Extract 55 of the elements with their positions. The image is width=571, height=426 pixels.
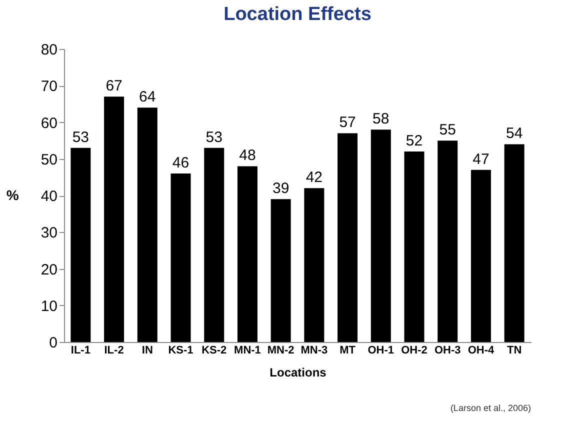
text: (Larson et al., 2006) (450, 403, 531, 413)
x-tick-label: OH-3 (434, 344, 461, 356)
y-tick-label: 40 (40, 188, 58, 205)
data-label: 53 (206, 128, 222, 146)
data-label: 39 (272, 180, 290, 198)
x-tick-label: TN (506, 344, 522, 356)
bar (504, 144, 524, 342)
y-tick-label: 70 (40, 78, 58, 96)
data-label: 57 (339, 114, 356, 132)
bar (338, 133, 358, 342)
y-tick-label: 50 (40, 151, 58, 168)
x-tick-label: OH-2 (401, 344, 428, 356)
bar (370, 130, 391, 342)
data-label: 46 (172, 154, 190, 172)
bar (170, 174, 191, 342)
bar (204, 148, 224, 342)
x-tick-label: MN-3 (300, 344, 328, 356)
chart-title: Location Effects (224, 4, 372, 25)
y-tick-label: 20 (40, 261, 58, 278)
data-label: 67 (106, 78, 122, 95)
x-tick-label: MN-2 (267, 344, 294, 356)
x-tick-label: IN (142, 344, 153, 356)
data-label: 55 (439, 122, 456, 139)
x-tick-label: MN-1 (234, 344, 261, 356)
y-tick-label: 0 (49, 334, 58, 352)
bar (404, 152, 424, 342)
data-label: 64 (139, 88, 156, 106)
bar (70, 148, 91, 342)
data-label: 58 (372, 110, 390, 128)
y-tick-label: 60 (40, 114, 58, 132)
bar (304, 188, 324, 342)
y-tick-label: 80 (40, 42, 58, 58)
bar (237, 166, 258, 342)
x-tick-label: OH-4 (468, 344, 495, 356)
data-label: 42 (306, 169, 323, 186)
bar (104, 96, 124, 342)
x-tick-label: KS-2 (202, 344, 227, 356)
data-label: 53 (72, 128, 90, 146)
x-tick-label: MT (340, 344, 356, 356)
x-tick-label: KS-1 (168, 344, 194, 356)
data-label: 48 (239, 147, 256, 164)
data-label: 52 (406, 132, 423, 150)
bar (270, 199, 291, 342)
x-tick-label: IL-2 (104, 344, 124, 356)
y-tick-label: 10 (40, 298, 58, 315)
data-label: 54 (506, 125, 523, 142)
y-axis-title: % (6, 187, 20, 203)
x-tick-label: OH-1 (368, 344, 394, 356)
bar (470, 170, 491, 342)
data-label: 47 (472, 150, 490, 168)
x-tick-label: IL-1 (70, 344, 90, 356)
bar (438, 140, 458, 342)
y-tick-label: 30 (40, 224, 58, 242)
x-axis-title: Locations (270, 366, 327, 380)
bar (137, 108, 158, 342)
